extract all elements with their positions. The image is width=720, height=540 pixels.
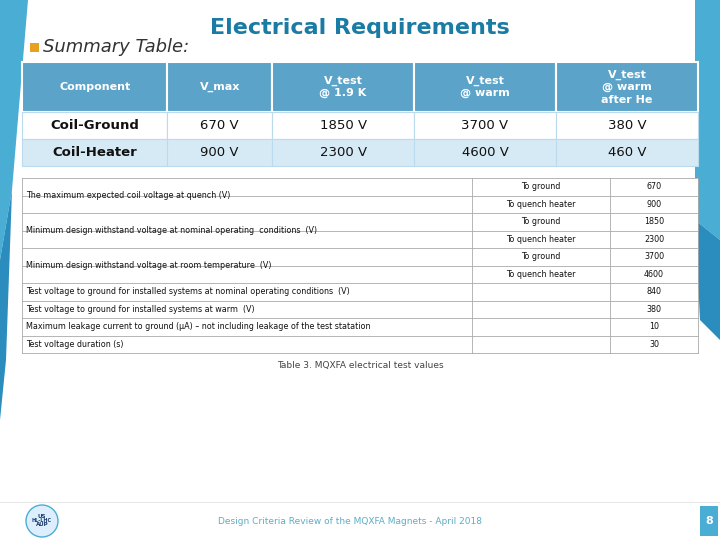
Text: Minimum design withstand voltage at nominal operating  conditions  (V): Minimum design withstand voltage at nomi…	[26, 226, 317, 235]
FancyBboxPatch shape	[22, 283, 698, 300]
Text: To ground: To ground	[521, 252, 560, 261]
Text: V_test
@ warm
after He: V_test @ warm after He	[601, 69, 653, 105]
Text: 2300: 2300	[644, 235, 664, 244]
Text: Minimum design withstand voltage at room temperature  (V): Minimum design withstand voltage at room…	[26, 261, 271, 270]
Polygon shape	[695, 0, 720, 240]
Text: Table 3. MQXFA electrical test values: Table 3. MQXFA electrical test values	[276, 361, 444, 370]
Text: 30: 30	[649, 340, 659, 349]
FancyBboxPatch shape	[556, 62, 698, 112]
Text: To ground: To ground	[521, 183, 560, 191]
Text: 3700 V: 3700 V	[462, 119, 508, 132]
Text: Maximum leakage current to ground (μA) – not including leakage of the test stata: Maximum leakage current to ground (μA) –…	[26, 322, 371, 331]
Text: 840: 840	[647, 287, 662, 296]
Circle shape	[26, 505, 58, 537]
Text: 900 V: 900 V	[200, 146, 239, 159]
FancyBboxPatch shape	[0, 502, 720, 540]
FancyBboxPatch shape	[22, 178, 698, 195]
Text: Test voltage to ground for installed systems at nominal operating conditions  (V: Test voltage to ground for installed sys…	[26, 287, 350, 296]
Text: 4600: 4600	[644, 270, 664, 279]
Text: V_max: V_max	[199, 82, 240, 92]
Text: Test voltage duration (s): Test voltage duration (s)	[26, 340, 124, 349]
Text: To quench heater: To quench heater	[506, 235, 575, 244]
Polygon shape	[695, 220, 720, 340]
Text: 460 V: 460 V	[608, 146, 647, 159]
Text: 10: 10	[649, 322, 659, 331]
FancyBboxPatch shape	[556, 112, 698, 139]
Polygon shape	[0, 0, 28, 260]
FancyBboxPatch shape	[272, 139, 414, 166]
FancyBboxPatch shape	[22, 248, 698, 266]
FancyBboxPatch shape	[22, 318, 698, 335]
FancyBboxPatch shape	[272, 62, 414, 112]
FancyBboxPatch shape	[22, 195, 698, 213]
FancyBboxPatch shape	[22, 213, 698, 231]
FancyBboxPatch shape	[272, 112, 414, 139]
Text: The maximum expected coil voltage at quench (V): The maximum expected coil voltage at que…	[26, 191, 230, 200]
FancyBboxPatch shape	[167, 139, 272, 166]
FancyBboxPatch shape	[700, 506, 718, 536]
Text: 1850: 1850	[644, 217, 664, 226]
Text: Electrical Requirements: Electrical Requirements	[210, 18, 510, 38]
FancyBboxPatch shape	[22, 62, 167, 112]
FancyBboxPatch shape	[22, 139, 167, 166]
FancyBboxPatch shape	[22, 112, 167, 139]
FancyBboxPatch shape	[22, 266, 698, 283]
Text: 670: 670	[647, 183, 662, 191]
FancyBboxPatch shape	[30, 43, 39, 52]
Text: 1850 V: 1850 V	[320, 119, 366, 132]
Text: Coil-Heater: Coil-Heater	[53, 146, 137, 159]
Text: 900: 900	[647, 200, 662, 209]
Text: Design Criteria Review of the MQXFA Magnets - April 2018: Design Criteria Review of the MQXFA Magn…	[218, 516, 482, 525]
FancyBboxPatch shape	[22, 231, 698, 248]
Text: 8: 8	[705, 516, 713, 526]
FancyBboxPatch shape	[414, 62, 556, 112]
Text: 2300 V: 2300 V	[320, 146, 366, 159]
Text: To quench heater: To quench heater	[506, 200, 575, 209]
Text: 3700: 3700	[644, 252, 664, 261]
Polygon shape	[0, 190, 12, 420]
Text: Component: Component	[59, 82, 130, 92]
Text: V_test
@ 1.9 K: V_test @ 1.9 K	[320, 76, 366, 98]
Text: 670 V: 670 V	[200, 119, 239, 132]
FancyBboxPatch shape	[414, 139, 556, 166]
Text: US: US	[37, 515, 46, 519]
Text: To quench heater: To quench heater	[506, 270, 575, 279]
Text: 380 V: 380 V	[608, 119, 647, 132]
FancyBboxPatch shape	[167, 62, 272, 112]
FancyBboxPatch shape	[556, 139, 698, 166]
FancyBboxPatch shape	[167, 112, 272, 139]
Text: V_test
@ warm: V_test @ warm	[460, 76, 510, 98]
Text: AUP: AUP	[36, 523, 48, 528]
Text: Coil-Ground: Coil-Ground	[50, 119, 139, 132]
FancyBboxPatch shape	[414, 112, 556, 139]
Text: Test voltage to ground for installed systems at warm  (V): Test voltage to ground for installed sys…	[26, 305, 255, 314]
Text: To ground: To ground	[521, 217, 560, 226]
Text: 4600 V: 4600 V	[462, 146, 508, 159]
FancyBboxPatch shape	[22, 300, 698, 318]
Text: HL-LHC: HL-LHC	[32, 518, 52, 523]
FancyBboxPatch shape	[22, 335, 698, 353]
Text: Summary Table:: Summary Table:	[43, 38, 189, 56]
Text: 380: 380	[647, 305, 662, 314]
